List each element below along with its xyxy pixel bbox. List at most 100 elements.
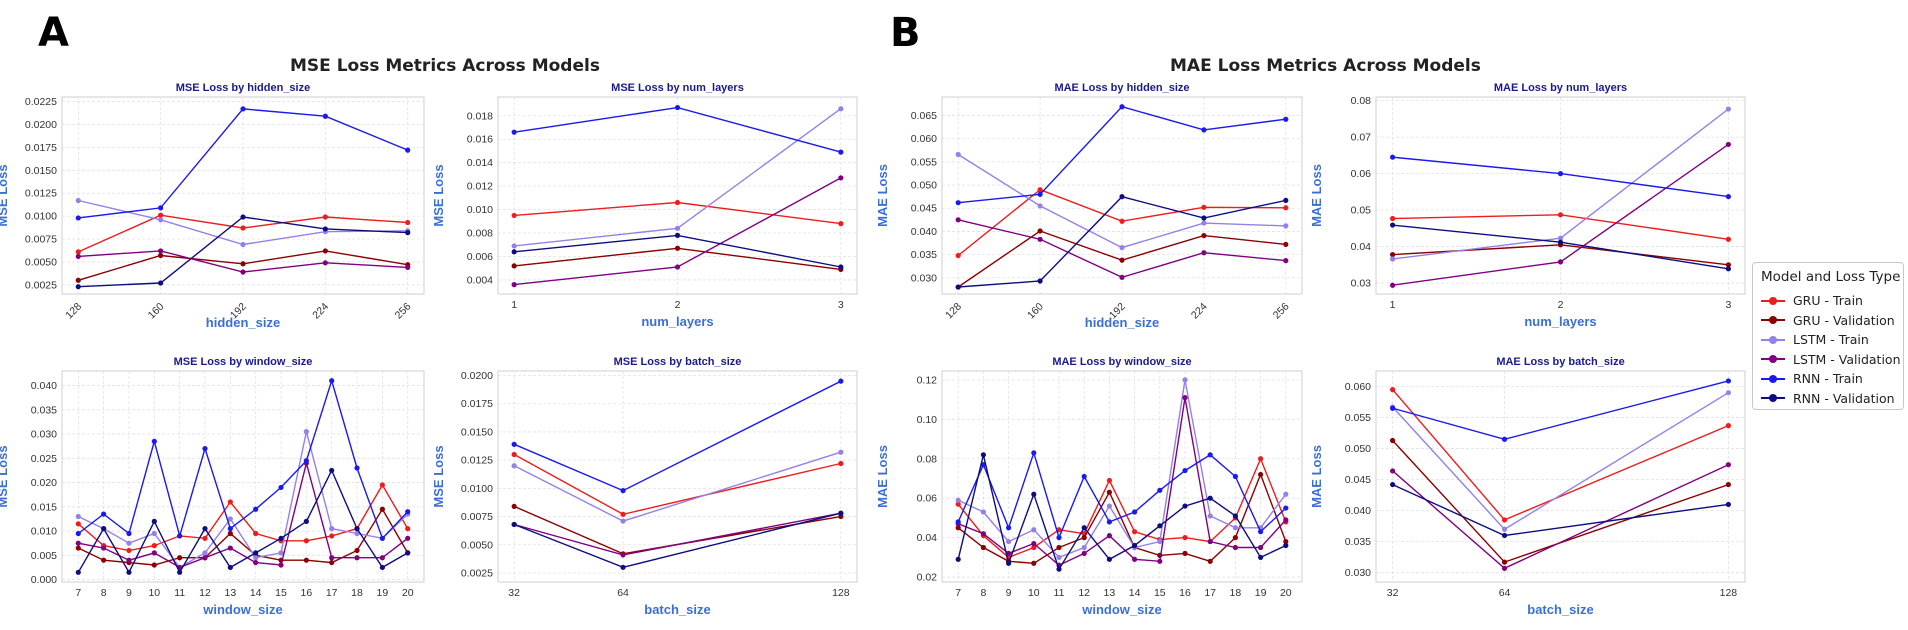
y-tick-label: 0.03 [1351, 278, 1372, 290]
y-tick-label: 0.065 [911, 110, 937, 122]
series-gru-train-point [1725, 236, 1731, 242]
chart-title: MSE Loss by window_size [174, 356, 313, 368]
series-rnn-validation-point [1031, 491, 1037, 497]
series-lstm-train-point [1081, 544, 1087, 551]
series-rnn-train-line [957, 450, 1287, 540]
series-lstm-train-point [1725, 106, 1731, 112]
series-lstm-validation-point [1232, 544, 1238, 551]
series-lstm-train-point [253, 555, 259, 561]
series-rnn-validation-point [75, 569, 81, 575]
series-rnn-validation-point [1390, 222, 1396, 228]
y-tick-label: 0.0125 [461, 455, 493, 467]
series-rnn-validation-point [838, 264, 844, 270]
series-lstm-train-point [511, 243, 517, 249]
series-gru-validation-point [1119, 257, 1125, 263]
series-lstm-train-line [957, 379, 1287, 559]
y-tick-label: 0.035 [31, 404, 57, 416]
series-lstm-validation-point [158, 248, 164, 254]
series-rnn-train-line [77, 378, 409, 540]
series-gru-validation-point [1106, 489, 1112, 495]
series-rnn-train-point [1006, 525, 1012, 531]
series-rnn-train-point [303, 458, 309, 464]
x-tick-label: 20 [402, 587, 414, 599]
y-tick-label: 0.0025 [25, 279, 57, 291]
y-tick-label: 0.06 [917, 493, 938, 505]
series-rnn-validation-point [1501, 532, 1508, 539]
series-lstm-train-point [1201, 220, 1207, 226]
chart-mse-loss-by-window-size: 0.000 0.005 0.010 0.015 0.020 0.025 0.030 0.035… [0, 356, 425, 617]
series-rnn-train-point [838, 149, 844, 155]
series-rnn-validation-point [511, 249, 517, 255]
series-gru-train-point [75, 249, 81, 255]
y-axis-label: MAE Loss [875, 445, 890, 508]
series-gru-validation-point [75, 277, 81, 283]
x-tick-label: 19 [1255, 587, 1267, 599]
x-tick-label: 14 [250, 587, 262, 599]
y-tick-label: 0.05 [1351, 205, 1372, 217]
series-gru-validation-point [101, 557, 107, 563]
series-lstm-train-point [151, 530, 157, 537]
series-gru-train-point [1201, 204, 1207, 210]
series-lstm-train-point [278, 550, 284, 556]
series-rnn-validation-point [1725, 266, 1731, 272]
x-tick-label: 13 [1104, 587, 1116, 599]
series-rnn-validation-point [1119, 194, 1125, 200]
series-gru-validation-point [511, 503, 517, 510]
series-gru-train-point [838, 221, 844, 227]
series-rnn-validation-point [1056, 566, 1062, 572]
series-gru-validation-point [1283, 241, 1289, 248]
series-rnn-validation-point [1157, 523, 1163, 529]
y-tick-label: 0.0075 [25, 234, 57, 246]
series-rnn-validation-point [329, 467, 335, 474]
series-rnn-validation-point [838, 510, 844, 516]
series-lstm-train-point [674, 225, 681, 231]
y-tick-label: 0.045 [1345, 474, 1371, 486]
series-rnn-validation-point [303, 518, 309, 524]
series-rnn-validation-point [405, 230, 411, 236]
series-gru-train-point [1501, 517, 1508, 523]
x-tick-label: 224 [1189, 300, 1210, 321]
series-gru-validation-point [1031, 560, 1037, 566]
series-rnn-train-point [240, 106, 246, 112]
series-rnn-validation-point [1283, 542, 1289, 549]
series-lstm-validation-point [151, 550, 157, 556]
y-tick-label: 0.000 [31, 574, 57, 586]
y-tick-label: 0.0150 [25, 165, 57, 177]
series-gru-validation-point [75, 545, 81, 551]
chart-title: MAE Loss by batch_size [1496, 356, 1624, 368]
legend-item: GRU - Validation [1761, 311, 1895, 331]
series-rnn-validation-point [278, 535, 284, 541]
series-rnn-validation-point [253, 550, 259, 556]
series-lstm-train-point [838, 106, 844, 112]
chart-mse-loss-by-hidden-size: 0.0025 0.0050 0.0075 0.0100 0.0125 0.0150 0.01… [0, 82, 425, 330]
series-rnn-train-point [1119, 104, 1125, 110]
series-gru-train-point [511, 451, 517, 458]
y-tick-label: 0.0150 [461, 426, 493, 438]
series-lstm-train-point [240, 241, 246, 248]
series-gru-validation-point [240, 261, 246, 267]
legend-title: Model and Loss Type [1761, 269, 1901, 285]
y-tick-label: 0.016 [467, 134, 493, 146]
x-tick-label: 19 [377, 587, 389, 599]
series-gru-validation-point [1207, 558, 1213, 564]
series-gru-train-point [303, 538, 309, 544]
y-axis-label: MAE Loss [875, 164, 890, 227]
series-rnn-validation-point [620, 564, 626, 570]
series-rnn-validation-point [1201, 215, 1207, 221]
series-lstm-train-point [1725, 390, 1731, 396]
series-gru-train-line [957, 456, 1287, 559]
series-gru-train-point [955, 501, 961, 507]
group-b-title: MAE Loss Metrics Across Models [1170, 56, 1481, 76]
x-tick-label: 160 [1025, 300, 1046, 321]
x-tick-label: 12 [1078, 587, 1090, 599]
x-tick-label: 7 [75, 587, 81, 599]
series-lstm-validation-point [253, 559, 259, 566]
series-lstm-validation-point [620, 552, 626, 558]
series-lstm-train-point [1207, 513, 1213, 519]
series-rnn-validation-point [354, 526, 360, 532]
series-rnn-validation-point [1037, 278, 1043, 284]
series-lstm-validation-point [1037, 236, 1043, 242]
x-axis-label: hidden_size [206, 315, 280, 330]
x-tick-label: 7 [955, 587, 961, 599]
x-tick-label: 17 [1204, 587, 1216, 599]
